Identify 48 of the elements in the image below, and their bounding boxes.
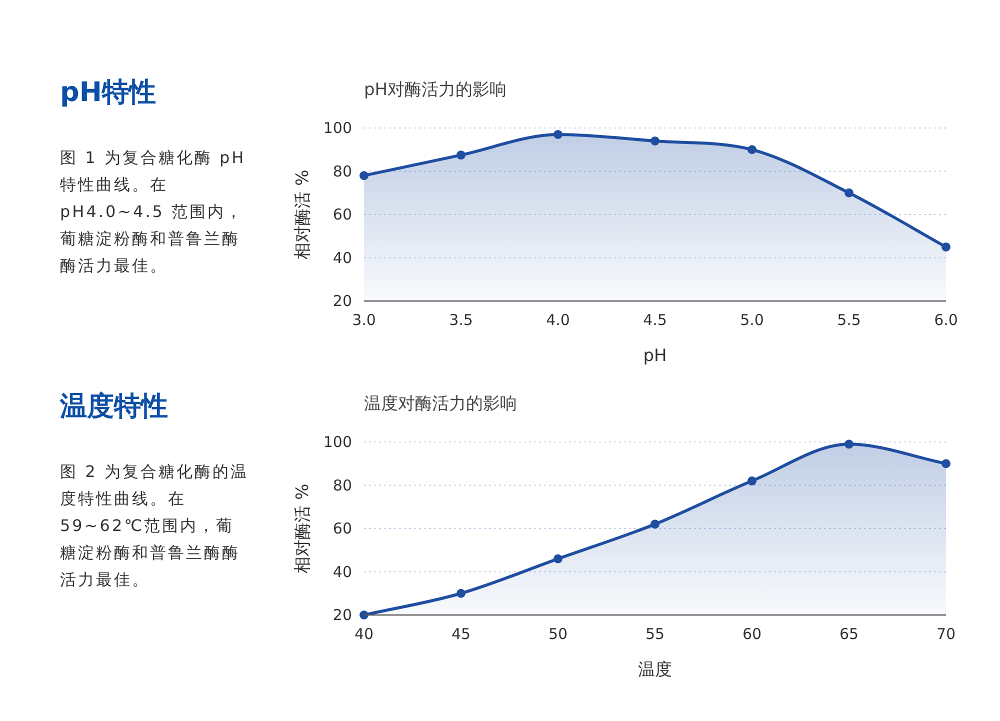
x-tick-label: 60 (742, 625, 762, 643)
x-tick-label: 65 (839, 625, 859, 643)
x-axis-title: pH (643, 346, 667, 366)
text: pH特性 (60, 76, 157, 110)
x-tick-label: 3.5 (449, 311, 473, 329)
x-tick-label: 5.5 (837, 311, 861, 329)
y-tick-label: 20 (332, 606, 352, 624)
point (554, 130, 562, 139)
chart-title: pH对酶活力的影响 (364, 80, 507, 100)
x-tick-label: 40 (354, 625, 374, 643)
point (360, 171, 368, 180)
point (844, 440, 854, 449)
x-tick-label: 50 (548, 625, 568, 643)
y-tick-label: 40 (332, 562, 352, 581)
x-tick-label: 45 (451, 625, 471, 643)
x-tick-label: 4.5 (643, 311, 667, 329)
point (456, 588, 466, 598)
y-tick-label: 80 (332, 476, 352, 494)
x-tick-label: 70 (936, 625, 956, 643)
point (942, 242, 950, 252)
y-axis-title: 相对酶活 % (293, 484, 313, 574)
y-tick-label: 100 (323, 119, 352, 137)
point (942, 459, 950, 468)
point (554, 554, 562, 564)
point (360, 610, 368, 620)
point (844, 188, 854, 198)
point (456, 150, 466, 160)
x-tick-label: 6.0 (934, 311, 958, 329)
y-tick-label: 60 (332, 520, 352, 538)
caption: 图 2 为复合糖化酶的温度特性曲线。在 59~62℃范围内，葡糖淀粉酶和普鲁兰酶酶活力最佳。 (60, 461, 250, 591)
y-tick-label: 40 (332, 248, 352, 267)
point (748, 476, 756, 486)
point (650, 520, 660, 529)
x-tick-label: 3.0 (352, 311, 376, 329)
point (650, 136, 660, 146)
y-tick-label: 20 (332, 292, 352, 310)
y-tick-label: 80 (332, 162, 352, 180)
y-tick-label: 60 (332, 206, 352, 224)
x-tick-label: 5.0 (740, 311, 764, 329)
x-axis-title: 温度 (638, 660, 672, 680)
text: 温度特性 (60, 390, 169, 424)
y-axis-title: 相对酶活 % (293, 170, 313, 260)
caption: 图 1 为复合糖化酶 pH 特性曲线。在 pH4.0~4.5 范围内，葡糖淀粉酶和普鲁兰酶酶活力最佳。 (60, 147, 247, 277)
chart-title: 温度对酶活力的影响 (364, 394, 517, 414)
point (748, 145, 756, 154)
x-tick-label: 55 (645, 625, 665, 643)
y-tick-label: 100 (323, 433, 352, 451)
x-tick-label: 4.0 (546, 311, 570, 329)
